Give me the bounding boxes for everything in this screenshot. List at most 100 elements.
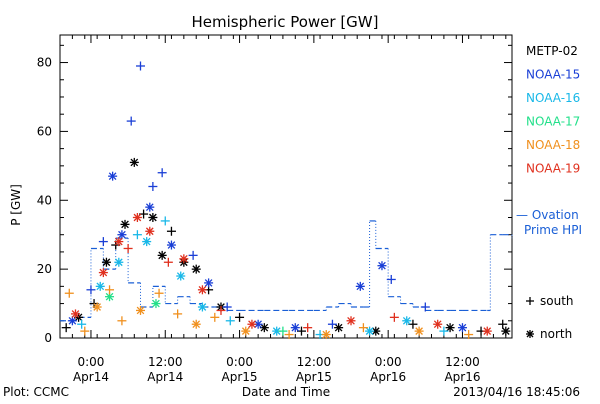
data-point (151, 299, 161, 309)
data-point (64, 288, 74, 298)
series-noaa-16 (77, 216, 449, 340)
data-point (129, 157, 139, 167)
data-point (101, 257, 111, 267)
data-point (132, 212, 142, 222)
data-point (176, 271, 186, 281)
data-point (210, 312, 220, 322)
data-point (321, 330, 331, 340)
data-point (179, 254, 189, 264)
legend-marker-north: north (540, 327, 572, 341)
data-point (290, 323, 300, 333)
data-point (160, 216, 170, 226)
data-point (123, 243, 133, 253)
legend-item-noaa-19: NOAA-19 (526, 162, 580, 176)
data-point (197, 285, 207, 295)
data-point (284, 330, 294, 340)
data-point (247, 319, 257, 329)
data-point (204, 278, 214, 288)
legend: METP-02 NOAA-15 NOAA-16 NOAA-17 NOAA-18 NOAA-… (516, 44, 582, 341)
x-tick-time: 12:00 (445, 355, 480, 369)
data-point (445, 323, 455, 333)
x-tick-date: Apr15 (222, 370, 258, 384)
data-point (108, 171, 118, 181)
data-point (457, 323, 467, 333)
data-point (241, 326, 251, 336)
data-point (355, 281, 365, 291)
data-point (117, 316, 127, 326)
data-point (157, 250, 167, 260)
data-point (235, 312, 245, 322)
south-marker (526, 297, 534, 305)
legend-ovation-line2: Prime HPI (524, 223, 582, 237)
x-tick-time: 0:00 (226, 355, 253, 369)
data-point (61, 323, 71, 333)
data-point (191, 264, 201, 274)
y-tick-label: 0 (44, 331, 52, 345)
y-axis-label: P [GW] (9, 184, 23, 226)
data-points (61, 61, 511, 340)
x-tick-date: Apr14 (147, 370, 183, 384)
legend-item-noaa-17: NOAA-17 (526, 115, 580, 129)
data-point (389, 312, 399, 322)
data-point (482, 326, 492, 336)
data-point (77, 319, 87, 329)
data-point (114, 257, 124, 267)
data-point (145, 202, 155, 212)
data-point (346, 316, 356, 326)
data-point (135, 305, 145, 315)
series-noaa-18 (64, 285, 474, 340)
data-point (92, 302, 102, 312)
legend-ovation-line1: — Ovation (516, 208, 579, 222)
data-point (173, 309, 183, 319)
data-point (154, 288, 164, 298)
data-point (117, 230, 127, 240)
data-point (464, 330, 474, 340)
plot-credit: Plot: CCMC (3, 385, 69, 399)
y-tick-label: 60 (37, 124, 52, 138)
legend-item-noaa-16: NOAA-16 (526, 91, 580, 105)
data-point (365, 326, 375, 336)
data-point (120, 219, 130, 229)
x-tick-date: Apr14 (73, 370, 109, 384)
data-point (80, 326, 90, 336)
data-point (105, 285, 115, 295)
data-point (114, 237, 124, 247)
x-tick-time: 0:00 (77, 355, 104, 369)
data-point (386, 274, 396, 284)
x-axis: 0:00Apr1412:00Apr140:00Apr1512:00Apr150:… (71, 35, 507, 384)
data-point (402, 316, 412, 326)
series-noaa-19 (70, 212, 492, 336)
ovation-prime-hpi-line (60, 220, 513, 322)
data-point (420, 302, 430, 312)
x-tick-date: Apr16 (370, 370, 406, 384)
x-axis-label: Date and Time (242, 385, 330, 399)
data-point (145, 226, 155, 236)
plot-area-frame (59, 34, 513, 339)
chart-title: Hemispheric Power [GW] (192, 13, 379, 31)
legend-item-noaa-18: NOAA-18 (526, 138, 580, 152)
data-point (216, 305, 226, 315)
plot-timestamp: 2013/04/16 18:45:06 (453, 385, 580, 399)
data-point (498, 319, 508, 329)
series-noaa-15 (67, 61, 467, 333)
data-point (166, 240, 176, 250)
data-point (142, 237, 152, 247)
data-point (166, 226, 176, 236)
data-point (98, 268, 108, 278)
y-tick-label: 40 (37, 193, 52, 207)
data-point (327, 319, 337, 329)
data-point (67, 316, 77, 326)
series-noaa-17 (105, 292, 288, 336)
data-point (70, 309, 80, 319)
y-axis: 0 20 40 60 80 (37, 44, 512, 345)
data-point (188, 250, 198, 260)
x-tick-time: 12:00 (297, 355, 332, 369)
data-point (222, 302, 232, 312)
data-point (377, 261, 387, 271)
data-point (433, 319, 443, 329)
legend-marker-south: south (540, 294, 574, 308)
data-point (278, 326, 288, 336)
data-point (439, 326, 449, 336)
